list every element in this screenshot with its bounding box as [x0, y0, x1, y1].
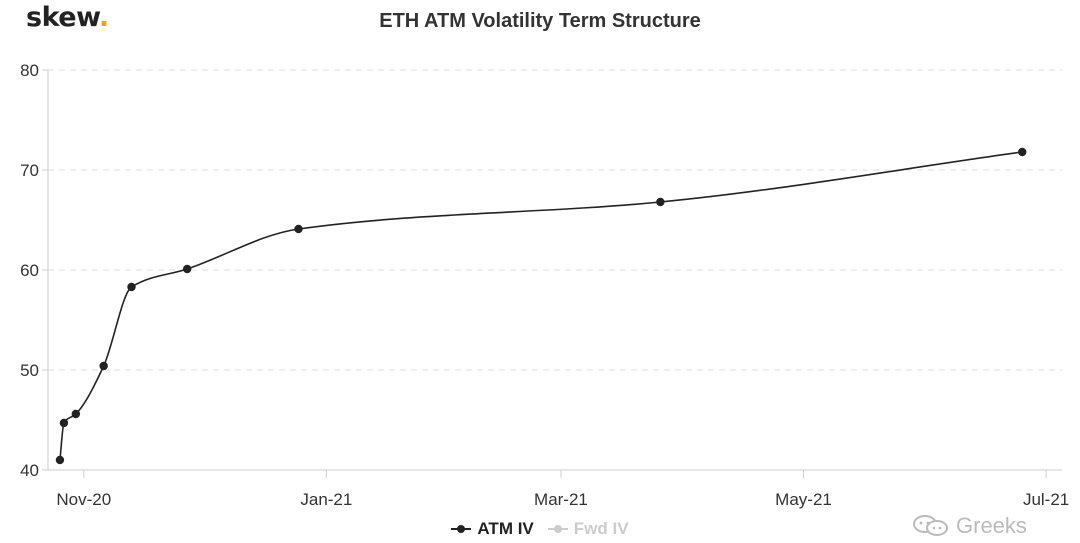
data-point [1018, 147, 1027, 157]
legend-item-fwd-iv[interactable]: Fwd IV [547, 519, 629, 539]
y-tick-label: 60 [20, 261, 39, 280]
legend: ATM IV Fwd IV [0, 519, 1080, 539]
axes [42, 69, 1062, 478]
watermark: Greeks [912, 513, 1027, 539]
series-atm-iv [55, 147, 1027, 465]
data-point [59, 418, 69, 428]
data-point [71, 409, 81, 419]
legend-label-fwd-iv: Fwd IV [573, 519, 629, 538]
wechat-icon [913, 515, 948, 536]
watermark-text: Greeks [956, 513, 1027, 538]
x-tick-label: May-21 [775, 490, 832, 509]
data-point [127, 282, 136, 292]
x-axis-ticks: Nov-20 Jan-21 Mar-21 May-21 Jul-21 [56, 490, 1069, 509]
y-tick-label: 70 [20, 161, 39, 180]
data-point [656, 197, 665, 207]
legend-item-atm-iv[interactable]: ATM IV [451, 519, 534, 539]
x-tick-label: Nov-20 [56, 490, 111, 509]
series-line-atm-iv [59, 151, 1023, 461]
y-axis-ticks: 40 50 60 70 80 [20, 61, 39, 480]
x-tick-label: Jan-21 [300, 490, 352, 509]
legend-marker-icon [547, 523, 568, 535]
y-tick-label: 40 [20, 461, 39, 480]
data-point [99, 361, 108, 371]
skew-logo: skew. [26, 2, 109, 33]
y-tick-label: 50 [20, 361, 39, 380]
data-point [294, 224, 303, 234]
chart-title: ETH ATM Volatility Term Structure [379, 10, 701, 32]
legend-marker-icon [451, 523, 472, 535]
x-tick-label: Jul-21 [1023, 490, 1069, 509]
x-tick-label: Mar-21 [534, 490, 588, 509]
legend-label-atm-iv: ATM IV [477, 519, 534, 538]
data-point [182, 264, 192, 274]
grid-lines [48, 69, 1062, 371]
data-point [55, 455, 65, 465]
y-tick-label: 80 [20, 61, 39, 80]
